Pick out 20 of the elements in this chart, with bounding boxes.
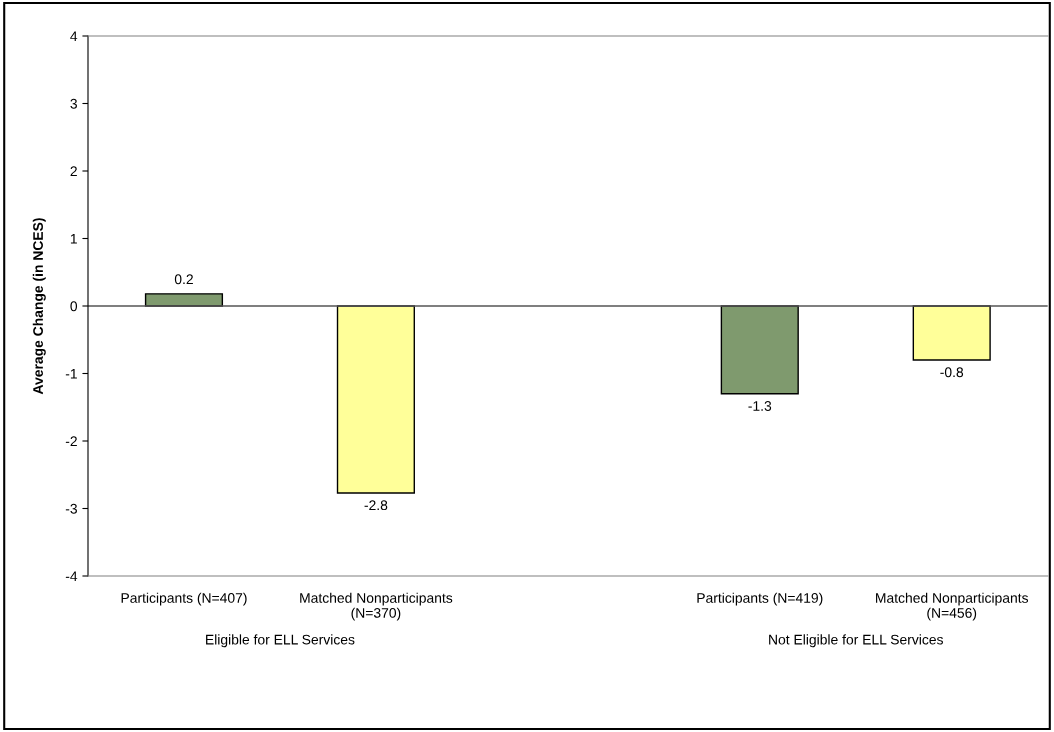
y-tick-label: 2 xyxy=(70,166,77,177)
y-axis-title: Average Change (in NCES) xyxy=(32,218,46,395)
data-label: 0.2 xyxy=(174,274,193,285)
text: Eligible for ELL Services xyxy=(206,634,355,648)
x-tick-label: Participants (N=419) xyxy=(697,592,823,606)
y-tick-label: -4 xyxy=(65,571,78,582)
x-tick-label: Matched Nonparticipants (N=456) xyxy=(876,592,1029,621)
y-tick-label: -2 xyxy=(65,436,77,447)
y-tick-label: 3 xyxy=(70,98,77,109)
text: Not Eligible for ELL Services xyxy=(769,634,943,648)
data-label: -0.8 xyxy=(940,367,964,378)
data-label: -1.3 xyxy=(748,401,772,411)
x-tick-label: Participants (N=407) xyxy=(121,592,247,606)
y-tick-label: -3 xyxy=(65,503,77,514)
data-label: -2.8 xyxy=(364,500,388,511)
x-tick-label: Matched Nonparticipants (N=370) xyxy=(300,592,453,621)
y-tick-label: -1 xyxy=(65,368,77,379)
y-tick-label: 4 xyxy=(70,31,78,42)
y-tick-label: 1 xyxy=(70,233,77,244)
y-tick-label: 0 xyxy=(70,301,78,312)
